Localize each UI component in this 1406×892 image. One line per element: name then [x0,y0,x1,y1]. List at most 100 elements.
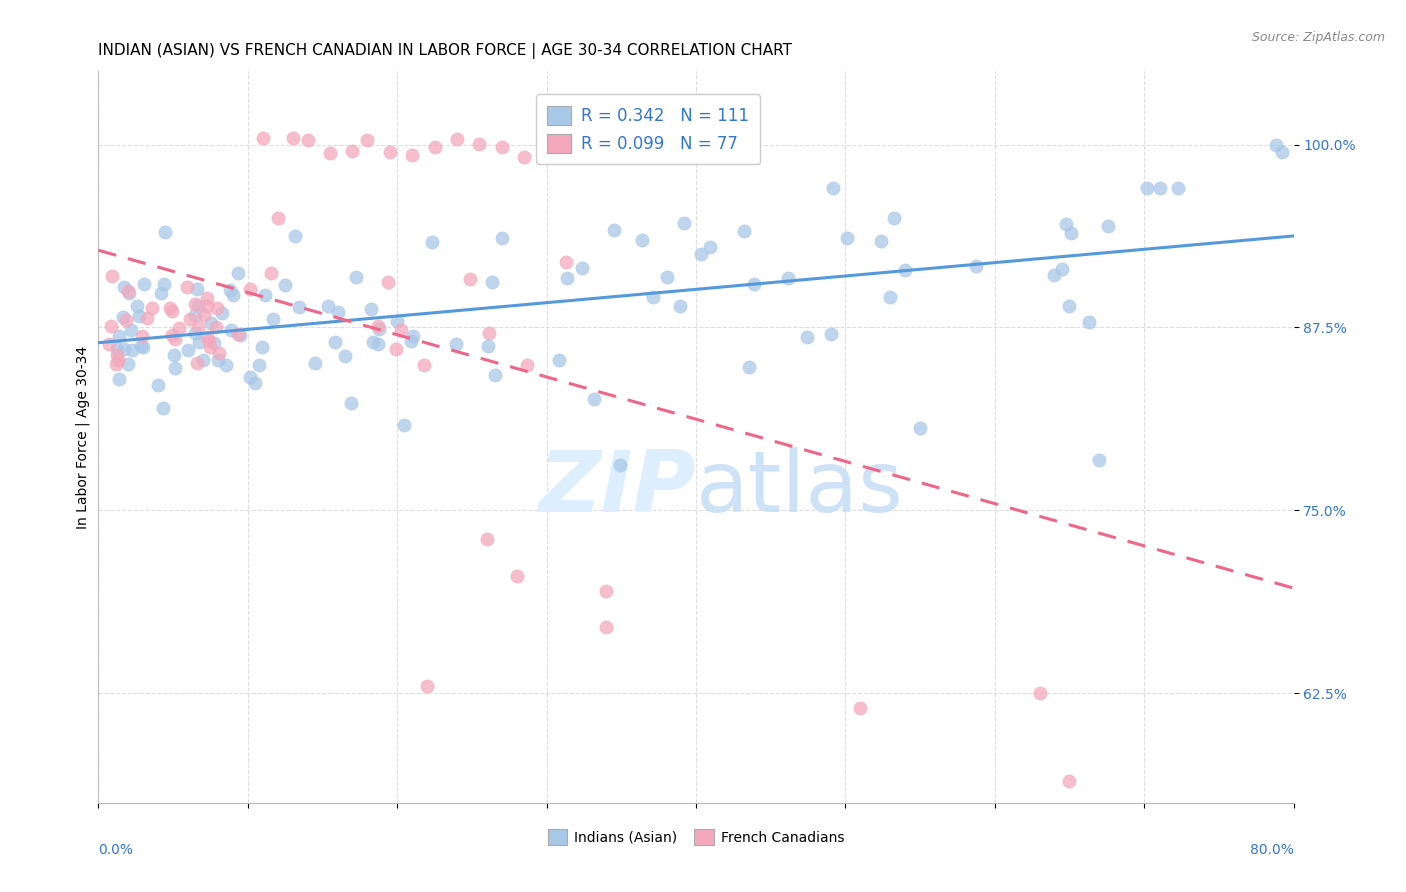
Point [344,269,367,284]
Point [121,343,143,358]
Point [281,131,304,145]
Point [377,275,399,289]
Point [869,234,891,248]
Point [162,347,184,361]
Point [152,401,174,415]
Point [823,181,845,195]
Point [360,302,382,317]
Point [392,417,415,432]
Point [416,679,439,693]
Point [1077,315,1099,329]
Point [1054,217,1077,231]
Point [141,301,163,315]
Point [169,321,191,335]
Point [356,133,378,147]
Point [342,144,364,158]
Point [179,312,201,326]
Point [733,224,755,238]
Point [477,338,499,352]
Point [111,310,134,325]
Text: 80.0%: 80.0% [1250,843,1294,857]
Point [163,361,186,376]
Point [284,228,307,243]
Point [197,334,219,348]
Text: Source: ZipAtlas.com: Source: ZipAtlas.com [1251,31,1385,45]
Point [267,211,290,225]
Point [207,353,229,368]
Point [385,342,408,356]
Point [1052,261,1074,276]
Point [228,266,250,280]
Point [219,323,242,337]
Point [738,359,761,374]
Point [908,421,931,435]
Point [333,350,356,364]
Point [420,235,443,250]
Point [105,342,128,356]
Point [1097,219,1119,234]
Point [228,327,250,342]
Point [595,583,617,598]
Point [641,290,664,304]
Point [460,272,482,286]
Point [187,298,209,312]
Point [205,319,228,334]
Point [114,313,136,327]
Point [385,314,408,328]
Point [117,284,139,298]
Point [446,131,468,145]
Point [297,133,319,147]
Point [186,282,208,296]
Point [475,533,498,547]
Point [260,266,283,280]
Point [555,270,578,285]
Point [195,291,218,305]
Point [849,700,872,714]
Point [100,318,122,333]
Text: atlas: atlas [696,447,904,530]
Point [222,288,245,302]
Point [581,149,603,163]
Point [207,301,229,316]
Point [389,323,412,337]
Point [401,148,423,162]
Point [101,269,124,284]
Point [273,278,295,293]
Point [128,309,150,323]
Point [208,345,231,359]
Point [796,329,818,343]
Point [339,395,361,409]
Point [893,263,915,277]
Point [316,299,339,313]
Point [252,131,274,145]
Point [200,316,222,330]
Point [1043,268,1066,283]
Point [582,392,605,407]
Point [484,368,506,382]
Point [132,277,155,291]
Point [491,230,513,244]
Point [153,225,176,239]
Point [146,378,169,392]
Point [262,312,284,326]
Point [247,359,270,373]
Point [211,306,233,320]
Point [107,372,129,386]
Point [603,223,626,237]
Point [1088,453,1111,467]
Point [481,275,503,289]
Point [200,340,222,354]
Point [239,282,262,296]
Text: 0.0%: 0.0% [98,843,134,857]
Point [98,337,121,351]
Point [150,285,173,300]
Point [195,330,218,344]
Point [288,300,311,314]
Point [1271,145,1294,159]
Point [163,332,186,346]
Point [742,277,765,291]
Point [193,308,215,322]
Point [105,348,128,362]
Point [673,216,696,230]
Point [117,357,139,371]
